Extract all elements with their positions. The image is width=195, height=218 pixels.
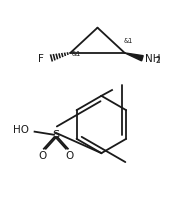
- Text: F: F: [38, 54, 44, 64]
- Text: &1: &1: [123, 38, 133, 44]
- Text: HO: HO: [13, 125, 29, 135]
- Text: O: O: [65, 151, 74, 161]
- Text: S: S: [52, 130, 59, 140]
- Polygon shape: [125, 53, 143, 61]
- Text: &1: &1: [72, 51, 81, 57]
- Text: O: O: [38, 151, 46, 161]
- Text: 2: 2: [156, 56, 160, 65]
- Text: NH: NH: [145, 54, 160, 64]
